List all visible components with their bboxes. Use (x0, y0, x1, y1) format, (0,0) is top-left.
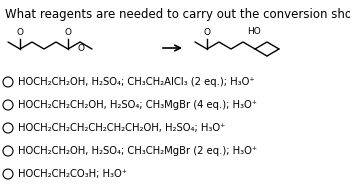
Text: O: O (64, 28, 71, 37)
Text: HOCH₂CH₂CH₂CH₂CH₂CH₂OH, H₂SO₄; H₃O⁺: HOCH₂CH₂CH₂CH₂CH₂CH₂OH, H₂SO₄; H₃O⁺ (18, 123, 225, 133)
Text: What reagents are needed to carry out the conversion shown?: What reagents are needed to carry out th… (5, 8, 350, 21)
Text: O: O (203, 28, 210, 37)
Text: HO: HO (247, 27, 261, 36)
Text: O: O (77, 44, 84, 53)
Text: HOCH₂CH₂OH, H₂SO₄; CH₃CH₂MgBr (2 eq.); H₃O⁺: HOCH₂CH₂OH, H₂SO₄; CH₃CH₂MgBr (2 eq.); H… (18, 146, 257, 156)
Text: HOCH₂CH₂OH, H₂SO₄; CH₃CH₂AlCl₃ (2 eq.); H₃O⁺: HOCH₂CH₂OH, H₂SO₄; CH₃CH₂AlCl₃ (2 eq.); … (18, 77, 255, 87)
Text: HOCH₂CH₂CO₃H; H₃O⁺: HOCH₂CH₂CO₃H; H₃O⁺ (18, 169, 127, 179)
Text: O: O (16, 28, 23, 37)
Text: HOCH₂CH₂CH₂OH, H₂SO₄; CH₃MgBr (4 eq.); H₃O⁺: HOCH₂CH₂CH₂OH, H₂SO₄; CH₃MgBr (4 eq.); H… (18, 100, 257, 110)
